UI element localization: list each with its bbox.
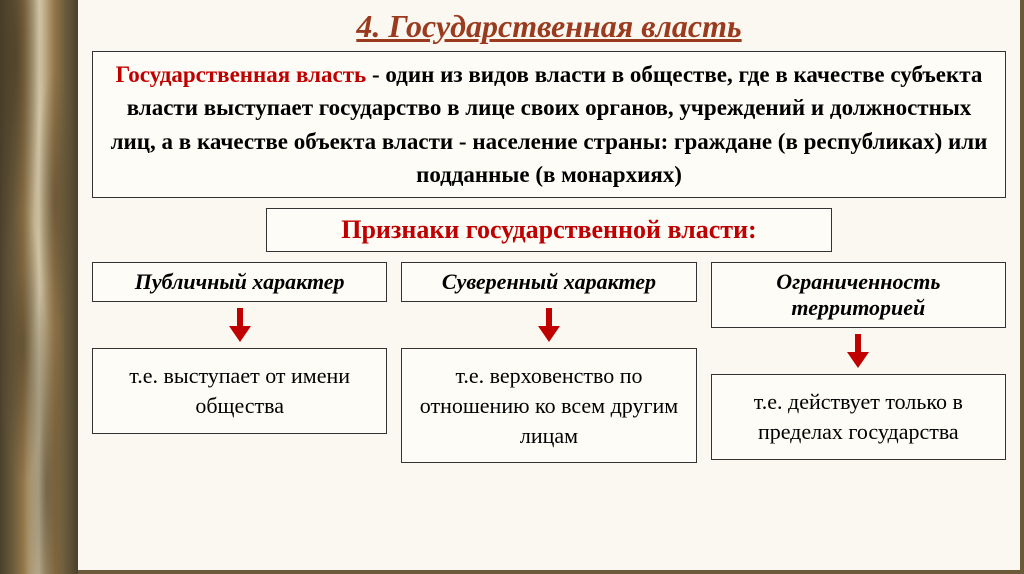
features-header: Признаки государственной власти: xyxy=(266,208,833,252)
feature-desc: т.е. действует только в пределах государ… xyxy=(711,374,1006,459)
definition-term: Государственная власть xyxy=(116,62,367,87)
feature-name: Суверенный характер xyxy=(401,262,696,302)
feature-desc: т.е. выступает от имени общества xyxy=(92,348,387,433)
feature-name: Ограниченность территорией xyxy=(711,262,1006,328)
slide-content: 4. Государственная власть Государственна… xyxy=(78,0,1020,570)
arrow-down-icon xyxy=(847,334,869,368)
slide-title: 4. Государственная власть xyxy=(92,8,1006,45)
definition-box: Государственная власть - один из видов в… xyxy=(92,51,1006,198)
features-row: Публичный характер т.е. выступает от име… xyxy=(92,262,1006,463)
feature-desc: т.е. верховенство по отношению ко всем д… xyxy=(401,348,696,463)
decorative-bottom-border xyxy=(78,570,1024,574)
decorative-right-border xyxy=(1020,0,1024,574)
feature-name: Публичный характер xyxy=(92,262,387,302)
feature-column-3: Ограниченность территорией т.е. действуе… xyxy=(711,262,1006,463)
arrow-down-icon xyxy=(229,308,251,342)
decorative-left-border xyxy=(0,0,78,574)
feature-column-2: Суверенный характер т.е. верховенство по… xyxy=(401,262,696,463)
feature-column-1: Публичный характер т.е. выступает от име… xyxy=(92,262,387,463)
arrow-down-icon xyxy=(538,308,560,342)
